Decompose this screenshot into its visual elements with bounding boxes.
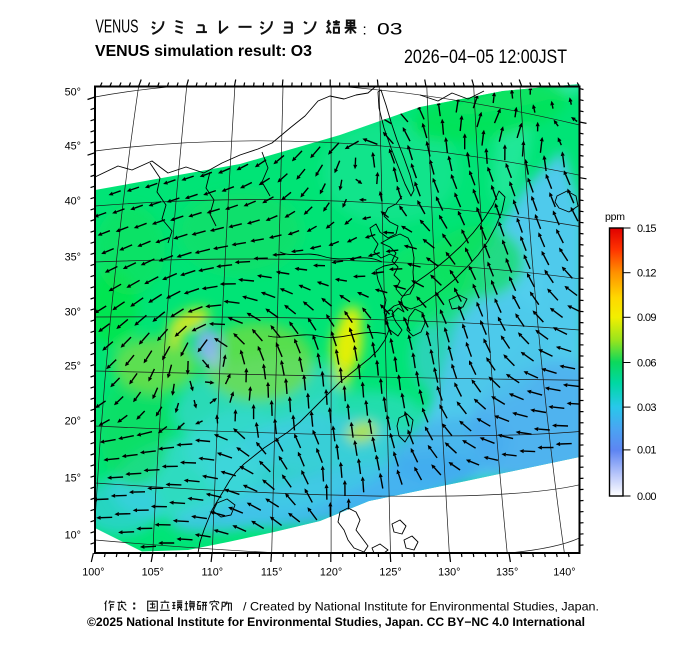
svg-text:15°: 15°: [65, 473, 81, 485]
svg-text:0.09: 0.09: [637, 312, 657, 324]
svg-text:110°: 110°: [202, 567, 224, 579]
svg-text:0.06: 0.06: [637, 357, 657, 369]
svg-text:0.15: 0.15: [637, 223, 657, 235]
svg-text:40°: 40°: [65, 196, 81, 208]
svg-text:50°: 50°: [65, 87, 81, 99]
svg-text:115°: 115°: [261, 567, 283, 579]
svg-text:10°: 10°: [65, 530, 81, 542]
svg-text:135°: 135°: [496, 567, 518, 579]
svg-text:VENUS: VENUS: [96, 16, 139, 37]
svg-text:105°: 105°: [142, 567, 164, 579]
svg-text:45°: 45°: [65, 141, 81, 153]
svg-text:ppm: ppm: [605, 211, 625, 223]
svg-text:0.01: 0.01: [637, 445, 657, 457]
svg-text:35°: 35°: [65, 252, 81, 264]
svg-text:©2025 National Institute for E: ©2025 National Institute for Environment…: [87, 615, 585, 629]
svg-text:0.03: 0.03: [637, 402, 657, 414]
svg-text:30°: 30°: [65, 307, 81, 319]
svg-text:120°: 120°: [320, 567, 342, 579]
svg-text:03: 03: [377, 21, 403, 39]
svg-text:20°: 20°: [65, 416, 81, 428]
svg-text:/ Created by National Institut: / Created by National Institute for Envi…: [243, 600, 599, 614]
svg-text:100°: 100°: [82, 567, 104, 579]
svg-text:25°: 25°: [65, 361, 81, 373]
svg-text:140°: 140°: [553, 567, 575, 579]
svg-text:0.12: 0.12: [637, 268, 657, 280]
svg-text:130°: 130°: [438, 567, 460, 579]
svg-text:125°: 125°: [379, 567, 401, 579]
svg-text::: :: [363, 22, 367, 39]
svg-text:2026−04−05 12:00JST: 2026−04−05 12:00JST: [404, 47, 567, 68]
svg-text:VENUS simulation result: O3: VENUS simulation result: O3: [95, 43, 312, 60]
svg-text:0.00: 0.00: [637, 491, 657, 503]
